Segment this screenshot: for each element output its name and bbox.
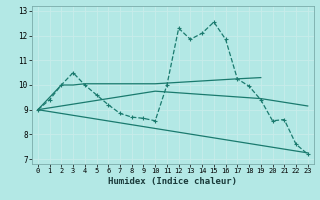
X-axis label: Humidex (Indice chaleur): Humidex (Indice chaleur) (108, 177, 237, 186)
